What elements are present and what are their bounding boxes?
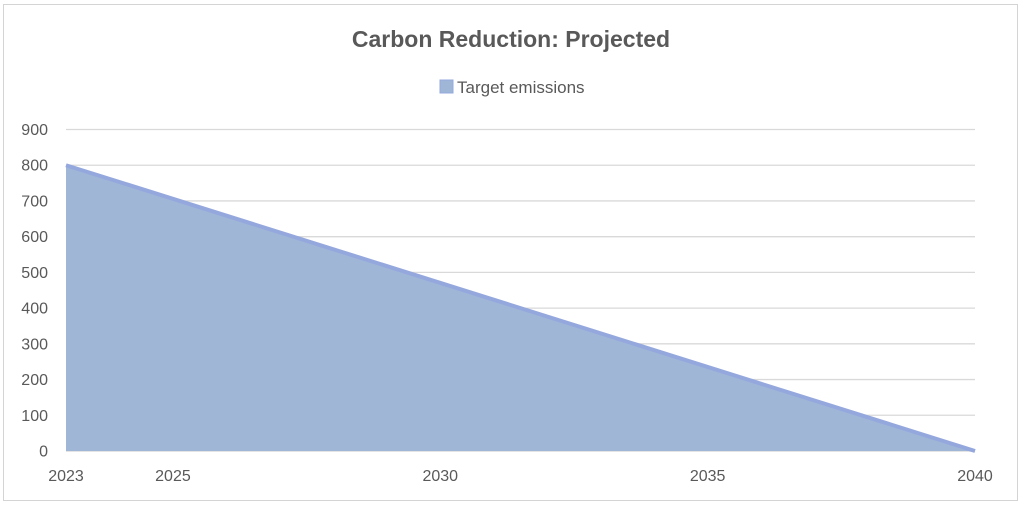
x-axis-ticks: 2023 2025 2030 2035 2040 [48, 468, 993, 485]
area-series-line [65, 163, 976, 453]
x-tick-label: 2040 [957, 468, 993, 485]
x-tick-label: 2023 [48, 468, 84, 485]
y-tick-label: 600 [21, 229, 48, 246]
y-tick-label: 300 [21, 336, 48, 353]
chart-title: Carbon Reduction: Projected [352, 26, 670, 52]
y-tick-label: 400 [21, 301, 48, 318]
y-tick-label: 100 [21, 408, 48, 425]
y-tick-label: 500 [21, 265, 48, 282]
plot-area [65, 163, 976, 453]
y-axis-ticks: 0 100 200 300 400 500 600 700 800 900 [21, 122, 48, 461]
y-tick-label: 700 [21, 193, 48, 210]
y-tick-label: 0 [39, 444, 48, 461]
legend-swatch [439, 79, 454, 94]
y-tick-label: 900 [21, 122, 48, 139]
y-tick-label: 800 [21, 158, 48, 175]
legend: Target emissions [439, 78, 585, 97]
x-tick-label: 2035 [690, 468, 726, 485]
y-tick-label: 200 [21, 372, 48, 389]
legend-label: Target emissions [457, 78, 585, 97]
x-tick-label: 2030 [422, 468, 458, 485]
x-tick-label: 2025 [155, 468, 191, 485]
